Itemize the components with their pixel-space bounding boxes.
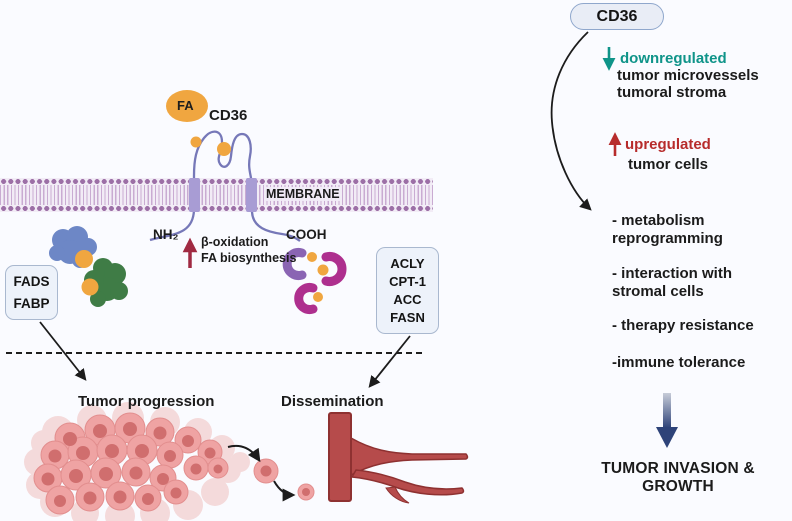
tumor-cluster-cells: [33, 412, 229, 515]
transmembrane-helix-1: [189, 178, 200, 212]
cd36-receptor: [149, 130, 301, 242]
enzyme-fads: FADS: [13, 273, 50, 289]
disseminating-cells: [227, 444, 315, 502]
enzyme-cpt1: CPT-1: [389, 273, 426, 289]
fa-dot-on-green: [81, 278, 99, 296]
effect-immune-tolerance: -immune tolerance: [612, 354, 746, 371]
membrane-outer-heads: [0, 178, 433, 185]
vessel-branch-upper: [350, 436, 469, 477]
enzyme-fasn: FASN: [390, 309, 425, 325]
enzyme-acc: ACC: [393, 291, 422, 307]
downregulated-label: downregulated: [620, 50, 727, 67]
enzyme-bean-magenta-2: [294, 283, 318, 314]
enzyme-bean-magenta-1: [321, 252, 347, 286]
membrane-label: MEMBRANE: [264, 187, 342, 201]
cd36-receptor-label: CD36: [209, 107, 248, 124]
enzyme-fabp: FABP: [13, 295, 50, 311]
outcome-label: TUMOR INVASION & GROWTH: [601, 460, 755, 495]
fatty-acids: [166, 90, 231, 156]
enzyme-acly: ACLY: [390, 255, 425, 271]
effect-interaction: - interaction with stromal cells: [612, 265, 732, 300]
enzyme-box-acly: ACLY CPT-1 ACC FASN: [376, 247, 439, 334]
arrow-to-dissemination: [368, 335, 411, 388]
fa-dot-on-blue: [75, 250, 93, 268]
outcome-arrow: [656, 393, 678, 448]
cd36-title-pill: CD36: [570, 3, 664, 30]
nh2-label: NH₂: [153, 227, 179, 242]
arrow-cd36-to-effects: [550, 31, 592, 211]
cd36-title: CD36: [596, 7, 638, 25]
vessel-branch-hook: [385, 486, 410, 504]
fa-label: FA: [177, 98, 194, 113]
downregulated-context: tumor microvessels tumoral stroma: [617, 67, 759, 101]
membrane-inner-heads: [0, 205, 433, 212]
receptor-chain: [149, 130, 301, 242]
cell-boundary-dashed-line: [6, 352, 422, 354]
upregulated-context: tumor cells: [628, 156, 709, 173]
effect-metabolism: - metabolism reprogramming: [612, 212, 723, 247]
enzyme-box-fads-fabp: FADS FABP: [5, 265, 58, 320]
cooh-label: COOH: [286, 227, 327, 242]
dissemination-label: Dissemination: [281, 393, 384, 410]
fa-dot: [217, 142, 231, 156]
arrow-to-tumor-progression: [39, 321, 87, 381]
transmembrane-helix-2: [246, 178, 257, 212]
arrow-cell-detach-2: [273, 480, 296, 502]
tumor-progression-label: Tumor progression: [78, 393, 215, 410]
fa-dots-enzymes: [307, 252, 329, 302]
fa-dot: [190, 136, 202, 148]
fa-circle: [166, 90, 208, 122]
beta-oxidation-text: β-oxidation FA biosynthesis: [201, 235, 297, 265]
vessel-trunk: [328, 412, 352, 502]
upregulated-label: upregulated: [625, 136, 711, 153]
enzyme-beans: [282, 248, 347, 314]
vessel-branch-lower: [350, 469, 465, 496]
effect-therapy-resistance: - therapy resistance: [612, 317, 754, 334]
enzyme-bean-purple: [282, 248, 307, 280]
arrow-cell-detach-1: [227, 444, 261, 463]
blood-vessel: [328, 412, 469, 504]
